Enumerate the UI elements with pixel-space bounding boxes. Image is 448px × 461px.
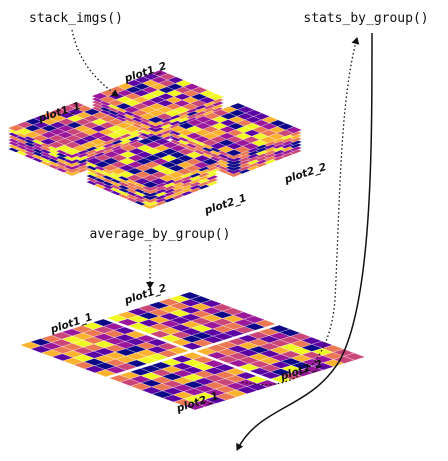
function-label: average_by_group() [90, 227, 231, 242]
arrow-stack [72, 30, 118, 96]
function-label: stats_by_group() [303, 11, 428, 26]
function-label: stack_imgs() [29, 11, 123, 26]
diagram: stack_imgs() stats_by_group() average_by… [0, 0, 448, 461]
plot-label: plot2_2 [282, 161, 328, 186]
plot-label: plot2_1 [202, 192, 248, 217]
